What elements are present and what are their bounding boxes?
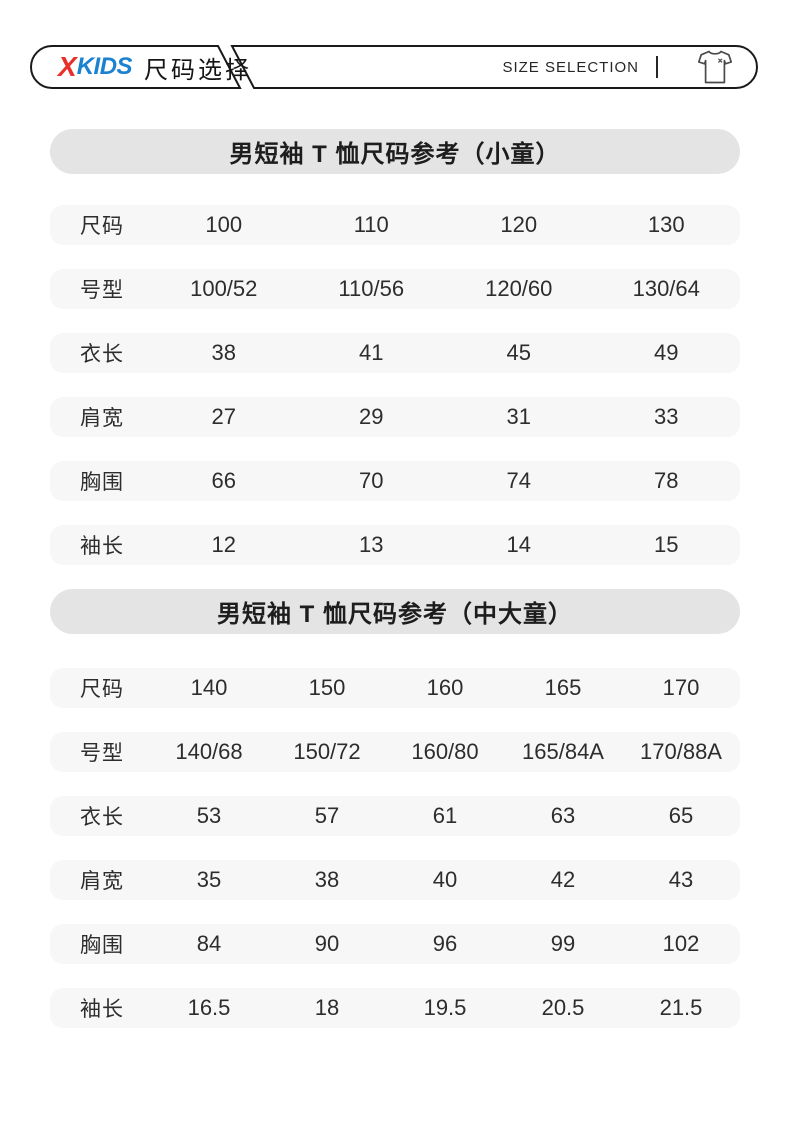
cell-value: 170 [662, 675, 700, 700]
cell-value: 31 [506, 404, 531, 429]
cell-value: 130/64 [632, 276, 700, 301]
cell-value: 49 [654, 340, 679, 365]
cell-value: 70 [359, 468, 384, 493]
cell-value: 53 [196, 803, 222, 828]
cell-value: 29 [359, 404, 384, 429]
table-row: 肩宽 27 29 31 33 [50, 397, 740, 437]
cell-value: 100 [205, 212, 243, 237]
cell-value: 66 [211, 468, 236, 493]
cell-value: 38 [314, 867, 340, 892]
cell-value: 57 [314, 803, 340, 828]
cell-value: 12 [211, 532, 236, 557]
header-right-pill [230, 45, 758, 89]
table-row: 尺码 100 110 120 130 [50, 205, 740, 245]
table-row: 袖长 12 13 14 15 [50, 525, 740, 565]
size-table: 男短袖 T 恤尺码参考（小童） 尺码 100 110 120 130 号型 100/5… [0, 129, 790, 565]
size-selection-text: SIZE SELECTION [502, 58, 639, 76]
table-title-banner: 男短袖 T 恤尺码参考（中大童） [50, 589, 740, 634]
cell-value: 45 [506, 340, 531, 365]
table-title-text: 男短袖 T 恤尺码参考（中大童） [217, 601, 573, 628]
logo-kids-text: KIDS [76, 53, 133, 80]
row-label: 号型 [80, 742, 124, 765]
cell-value: 19.5 [423, 995, 467, 1020]
table-row: 胸围 66 70 74 78 [50, 461, 740, 501]
cell-value: 165 [544, 675, 582, 700]
cell-value: 150 [308, 675, 346, 700]
size-table: 男短袖 T 恤尺码参考（中大童） 尺码 140 150 160 165 170 号型 1… [0, 589, 790, 1028]
cell-value: 21.5 [659, 995, 703, 1020]
row-label: 胸围 [80, 934, 124, 957]
header-outline-shapes [30, 45, 758, 89]
cell-value: 14 [506, 532, 531, 557]
cell-value: 170/88A [640, 739, 722, 764]
header-left-pill [30, 45, 242, 89]
cell-value: 140 [190, 675, 228, 700]
cell-value: 33 [654, 404, 679, 429]
row-label: 肩宽 [80, 407, 124, 430]
cell-value: 165/84A [522, 739, 604, 764]
cell-value: 63 [550, 803, 576, 828]
cell-value: 130 [647, 212, 685, 237]
cell-value: 27 [211, 404, 236, 429]
cell-value: 20.5 [541, 995, 585, 1020]
table-title-banner: 男短袖 T 恤尺码参考（小童） [50, 129, 740, 174]
row-label: 肩宽 [80, 870, 124, 893]
table-row: 衣长 53 57 61 63 65 [50, 796, 740, 836]
cell-value: 100/52 [190, 276, 258, 301]
row-label: 尺码 [80, 215, 124, 238]
cell-value: 96 [432, 931, 458, 956]
cell-value: 74 [506, 468, 531, 493]
vertical-divider [656, 56, 658, 78]
cell-value: 84 [196, 931, 222, 956]
table-rows: 尺码 100 110 120 130 号型 100/52 110/56 120/60 130… [0, 205, 790, 565]
cell-value: 38 [211, 340, 236, 365]
row-label: 尺码 [80, 678, 124, 701]
row-label: 号型 [80, 279, 124, 302]
cell-value: 18 [314, 995, 340, 1020]
brand-logo: X KIDS 尺码选择 [58, 45, 252, 89]
cell-value: 110/56 [338, 276, 405, 301]
cell-value: 110 [353, 212, 389, 237]
cell-value: 13 [359, 532, 384, 557]
row-label: 衣长 [80, 806, 124, 829]
header-right-label: SIZE SELECTION [502, 45, 658, 89]
cell-value: 40 [432, 867, 458, 892]
table-row: 肩宽 35 38 40 42 43 [50, 860, 740, 900]
cell-value: 15 [654, 532, 679, 557]
cell-value: 61 [432, 803, 458, 828]
row-label: 袖长 [80, 535, 124, 558]
row-label: 胸围 [80, 471, 124, 494]
table-row: 尺码 140 150 160 165 170 [50, 668, 740, 708]
table-rows: 尺码 140 150 160 165 170 号型 140/68 150/72 160/80… [0, 668, 790, 1028]
cell-value: 90 [314, 931, 340, 956]
cell-value: 43 [668, 867, 694, 892]
table-row: 号型 100/52 110/56 120/60 130/64 [50, 269, 740, 309]
cell-value: 160 [426, 675, 464, 700]
table-title-text: 男短袖 T 恤尺码参考（小童） [229, 141, 561, 168]
logo-chinese-label: 尺码选择 [144, 56, 253, 84]
cell-value: 16.5 [187, 995, 231, 1020]
cell-value: 35 [196, 867, 222, 892]
row-label: 袖长 [80, 998, 124, 1021]
cell-value: 78 [654, 468, 679, 493]
size-tables: 男短袖 T 恤尺码参考（小童） 尺码 100 110 120 130 号型 100/5… [0, 129, 790, 1028]
cell-value: 150/72 [293, 739, 361, 764]
table-row: 袖长 16.5 18 19.5 20.5 21.5 [50, 988, 740, 1028]
cell-value: 99 [550, 931, 576, 956]
cell-value: 65 [668, 803, 694, 828]
table-row: 胸围 84 90 96 99 102 [50, 924, 740, 964]
size-selection-header: X KIDS 尺码选择 SIZE SELECTION [30, 45, 758, 89]
cell-value: 42 [550, 867, 576, 892]
tshirt-icon [697, 50, 733, 84]
row-label: 衣长 [80, 343, 124, 366]
cell-value: 41 [359, 340, 384, 365]
cell-value: 140/68 [175, 739, 243, 764]
table-row: 号型 140/68 150/72 160/80 165/84A 170/88A [50, 732, 740, 772]
cell-value: 120/60 [485, 276, 553, 301]
table-row: 衣长 38 41 45 49 [50, 333, 740, 373]
cell-value: 160/80 [411, 739, 479, 764]
cell-value: 120 [500, 212, 538, 237]
cell-value: 102 [662, 931, 700, 956]
logo-x-mark: X [58, 51, 77, 82]
